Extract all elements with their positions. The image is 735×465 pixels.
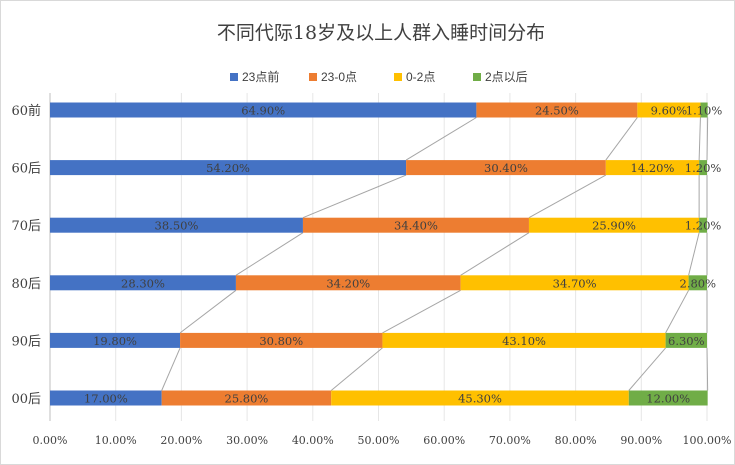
x-tick-label: 80.00%: [555, 434, 597, 447]
data-label: 24.50%: [535, 104, 579, 118]
bar-segment: [382, 332, 666, 348]
bar-segment: [528, 217, 700, 233]
data-label: 19.80%: [93, 334, 137, 348]
x-tick-label: 60.00%: [423, 434, 465, 447]
value-axis: 0.00% 10.00% 20.00% 30.00% 40.00% 50.00% 60.00…: [33, 434, 732, 447]
bars: [50, 102, 708, 406]
bar-segment: [50, 332, 181, 348]
bar-segment: [331, 390, 629, 406]
data-label: 25.80%: [225, 392, 269, 406]
bar-segment: [688, 275, 707, 291]
data-label: 25.90%: [592, 219, 636, 233]
category-label: 60前: [11, 103, 41, 119]
x-tick-label: 70.00%: [489, 434, 531, 447]
series-line: [688, 232, 700, 276]
legend-swatch: [473, 73, 481, 81]
bar-segment: [302, 217, 529, 233]
data-label: 43.10%: [502, 334, 546, 348]
series-line: [706, 347, 709, 391]
x-tick-label: 0.00%: [33, 434, 68, 447]
data-label: 38.50%: [155, 219, 199, 233]
legend-label: 23-0点: [321, 70, 357, 84]
data-label: 1.20%: [685, 219, 722, 233]
data-label: 34.40%: [394, 219, 438, 233]
legend-swatch: [309, 73, 317, 81]
category-label: 60后: [11, 162, 41, 177]
gridlines: [49, 93, 708, 421]
data-label: 64.90%: [241, 104, 285, 118]
data-label: 1.10%: [686, 104, 723, 118]
data-label: 6.30%: [668, 334, 705, 348]
data-label: 28.30%: [121, 276, 165, 290]
bar-segment: [699, 217, 707, 233]
category-label: 80后: [11, 277, 41, 292]
legend-swatch: [394, 73, 402, 81]
category-label: 00后: [11, 392, 41, 407]
bar-segment: [628, 390, 708, 406]
legend-swatch: [230, 73, 238, 81]
x-tick-label: 90.00%: [620, 434, 662, 447]
bar-segment: [180, 332, 383, 348]
x-tick-label: 50.00%: [358, 434, 400, 447]
data-label: 9.60%: [651, 104, 688, 118]
legend-label: 0-2点: [406, 70, 435, 84]
category-axis: 60前 60后 70后 80后 90后 00后: [11, 103, 41, 407]
bar-segment: [406, 160, 606, 176]
bar-segment: [161, 390, 332, 406]
x-tick-label: 30.00%: [226, 434, 268, 447]
bar-segment: [637, 102, 701, 118]
series-line: [302, 174, 407, 219]
data-label: 34.70%: [553, 276, 597, 290]
bar-segment: [665, 332, 707, 348]
data-label: 1.20%: [685, 161, 722, 175]
data-label: 12.00%: [646, 392, 690, 406]
series-line: [460, 232, 530, 276]
x-tick-label: 40.00%: [292, 434, 334, 447]
bar-segment: [476, 102, 638, 118]
series-line: [665, 290, 690, 334]
chart-title: 不同代际18岁及以上人群入睡时间分布: [217, 22, 545, 44]
series-line: [706, 117, 709, 161]
data-label: 34.20%: [326, 276, 370, 290]
bar-segment: [700, 102, 708, 118]
series-line: [235, 232, 304, 276]
bar-segment: [460, 275, 689, 291]
bar-segment: [699, 160, 707, 176]
bar-segment: [50, 390, 162, 406]
category-label: 70后: [11, 219, 41, 234]
x-tick-label: 20.00%: [160, 434, 202, 447]
bar-segment: [50, 102, 477, 118]
bar-segment: [50, 217, 303, 233]
data-label: 14.20%: [631, 161, 675, 175]
series-line: [405, 117, 477, 161]
series-line: [382, 289, 461, 334]
x-tick-label: 100.00%: [683, 434, 732, 447]
bar-segment: [50, 160, 407, 176]
legend-label: 23点前: [242, 69, 279, 84]
series-line: [605, 117, 638, 161]
category-label: 90后: [11, 334, 41, 349]
data-label: 17.00%: [84, 392, 128, 406]
x-tick-label: 10.00%: [95, 434, 137, 447]
series-line: [161, 347, 181, 391]
data-label: 45.30%: [458, 392, 502, 406]
bar-segment: [235, 275, 461, 291]
series-line: [628, 347, 666, 391]
bar-segment: [605, 160, 700, 176]
series-line: [179, 289, 237, 334]
data-label: 2.80%: [680, 276, 717, 290]
legend-label: 2点以后: [485, 70, 528, 84]
series-line: [330, 347, 383, 391]
data-label: 30.40%: [484, 161, 528, 175]
data-label: 54.20%: [206, 161, 250, 175]
series-lines: [161, 117, 709, 391]
series-line: [528, 174, 607, 219]
legend: 23点前 23-0点 0-2点 2点以后: [230, 69, 528, 84]
data-labels: 64.90% 24.50% 9.60%1.10% 54.20% 30.40% 14.20%…: [84, 104, 722, 406]
series-line: [698, 117, 701, 161]
bar-segment: [50, 275, 236, 291]
data-label: 30.80%: [259, 334, 303, 348]
